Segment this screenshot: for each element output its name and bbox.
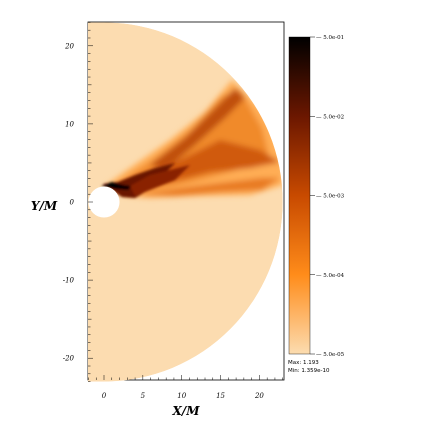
colorbar-tick-label: — 5.0e-03	[316, 194, 345, 200]
colorbar-ticks: — 5.0e-01 — 5.0e-02 — 5.0e-03 — 5.0e-04 — 5.…	[310, 35, 345, 358]
x-tick-label: 15	[216, 392, 225, 400]
min-label: Min: 1.359e-10	[288, 368, 330, 374]
colorbar-tick-label: — 5.0e-04	[316, 273, 345, 279]
jet-outflow	[105, 80, 283, 198]
x-tick-label: 20	[254, 392, 264, 400]
y-axis-label: Y/M	[31, 199, 58, 213]
core-black	[101, 182, 132, 190]
y-axis: 20 10 0 -10 -20	[63, 22, 93, 382]
y-tick-label: -20	[63, 355, 75, 363]
outflow-lower-filament	[135, 178, 280, 196]
x-tick-label: 10	[177, 392, 186, 400]
domain-group	[88, 22, 283, 382]
jet-core	[101, 163, 190, 198]
core-red	[130, 165, 190, 196]
inner-hole	[88, 186, 120, 218]
y-tick-label: 0	[70, 199, 75, 207]
x-axis-label: X/M	[172, 404, 201, 418]
x-axis: 0 5 10 15 20	[88, 375, 283, 400]
colorbar	[288, 36, 311, 355]
x-tick-label: 5	[141, 392, 146, 400]
y-tick-label: 20	[64, 42, 74, 50]
colorbar-tick-label: — 5.0e-01	[316, 35, 344, 41]
x-tick-label: 0	[102, 392, 107, 400]
colorbar-tick-label: — 5.0e-02	[316, 114, 344, 120]
colorbar-tick-label: — 5.0e-05	[316, 352, 345, 358]
max-label: Max: 1.193	[288, 360, 319, 366]
y-tick-label: -10	[63, 277, 75, 285]
y-tick-label: 10	[65, 120, 74, 128]
outflow-upper-filament	[150, 88, 245, 170]
